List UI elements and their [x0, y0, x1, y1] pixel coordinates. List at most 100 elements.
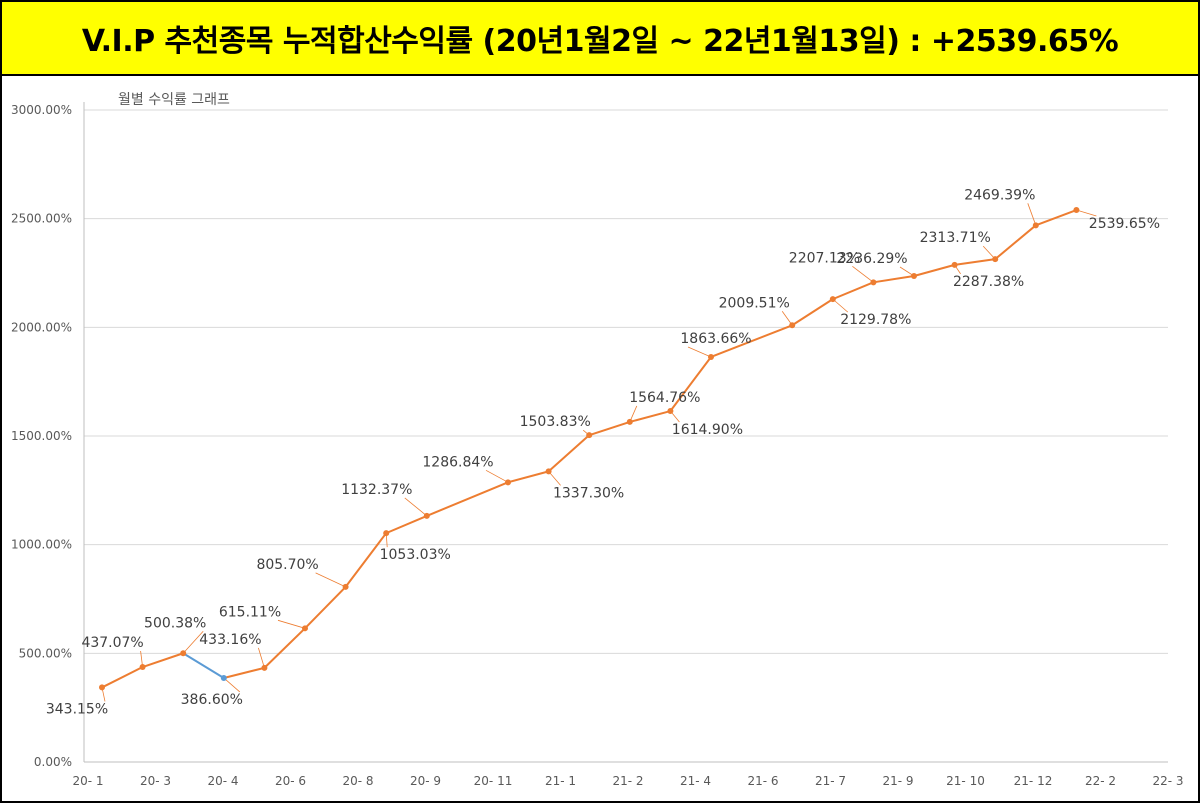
- data-point: [626, 418, 633, 425]
- series-segment: [304, 585, 347, 630]
- x-tick-label: 20- 9: [410, 774, 441, 788]
- data-point: [1032, 222, 1039, 229]
- label-leader: [223, 677, 241, 693]
- series-segment: [994, 224, 1037, 261]
- data-point: [951, 261, 958, 268]
- series-segment: [141, 652, 185, 669]
- data-label: 1614.90%: [672, 422, 743, 438]
- series-segment: [953, 258, 997, 266]
- data-point: [505, 479, 511, 486]
- series-segment: [831, 281, 875, 301]
- data-point: [423, 512, 430, 519]
- y-tick-label: 1000.00%: [11, 538, 72, 552]
- data-label: 1564.76%: [629, 390, 700, 406]
- series-segment: [222, 666, 266, 679]
- data-point: [708, 353, 714, 360]
- data-point: [1073, 207, 1080, 214]
- y-tick-label: 3000.00%: [11, 103, 72, 117]
- data-point: [667, 408, 674, 415]
- series-segment: [913, 263, 956, 277]
- data-label: 1863.66%: [680, 331, 751, 347]
- data-label: 1337.30%: [553, 485, 624, 501]
- series-segment: [507, 470, 550, 484]
- label-leader: [548, 471, 561, 486]
- data-point: [383, 530, 390, 537]
- x-tick-label: 21- 7: [815, 774, 846, 788]
- data-point: [139, 664, 146, 671]
- x-tick-label: 21- 9: [882, 774, 913, 788]
- data-label: 615.11%: [219, 604, 281, 620]
- series-segment: [791, 298, 834, 327]
- data-point: [870, 279, 877, 286]
- y-tick-label: 500.00%: [19, 646, 72, 660]
- series-segment: [669, 355, 712, 413]
- label-leader: [485, 469, 509, 483]
- data-label: 2313.71%: [920, 230, 991, 246]
- label-leader: [687, 346, 712, 358]
- x-tick-label: 20- 4: [207, 774, 238, 788]
- x-tick-label: 21- 4: [680, 774, 711, 788]
- data-label: 1503.83%: [520, 414, 591, 430]
- series-segment: [101, 666, 144, 689]
- label-leader: [404, 497, 428, 517]
- series-segment: [547, 434, 591, 473]
- series-segment: [872, 274, 915, 284]
- data-label: 805.70%: [256, 557, 318, 573]
- banner-title: V.I.P 추천종목 누적합산수익률 (20년1월2일 ~ 22년1월13일) …: [81, 24, 1119, 59]
- data-point: [180, 650, 187, 657]
- series-segment: [182, 652, 225, 679]
- data-point: [789, 322, 796, 329]
- data-point: [829, 296, 836, 303]
- data-point: [302, 625, 308, 632]
- series-segment: [1034, 209, 1078, 227]
- x-tick-label: 22- 3: [1152, 774, 1183, 788]
- data-point: [220, 674, 227, 681]
- data-label: 500.38%: [144, 615, 206, 631]
- x-tick-label: 21- 6: [747, 774, 778, 788]
- data-point: [545, 468, 552, 475]
- data-label: 2287.38%: [953, 274, 1024, 290]
- line-chart: 월별 수익률 그래프 0.00% 500.00% 1000.00% 1500.00% 20…: [11, 92, 1184, 788]
- title-banner: V.I.P 추천종목 누적합산수익률 (20년1월2일 ~ 22년1월13일) …: [2, 2, 1198, 76]
- series-segment: [344, 532, 388, 588]
- x-tick-label: 20- 11: [474, 774, 513, 788]
- data-label: 1132.37%: [341, 482, 412, 498]
- x-tick-label: 22- 2: [1085, 774, 1116, 788]
- series-segment: [263, 627, 306, 669]
- series-segment: [588, 420, 631, 437]
- label-leader: [1076, 209, 1097, 217]
- y-tick-label: 1500.00%: [11, 429, 72, 443]
- data-label: 2236.29%: [836, 251, 907, 267]
- data-label: 2539.65%: [1089, 216, 1160, 232]
- data-label: 386.60%: [181, 692, 243, 708]
- data-point: [99, 684, 105, 691]
- data-point: [911, 272, 917, 279]
- label-leader: [258, 647, 265, 668]
- x-tick-label: 21- 2: [612, 774, 643, 788]
- data-point: [586, 432, 593, 439]
- label-leader: [832, 298, 849, 313]
- y-tick-label: 2500.00%: [11, 212, 72, 226]
- series-segment: [628, 410, 672, 423]
- data-label: 2009.51%: [719, 295, 790, 311]
- label-leader: [182, 630, 204, 654]
- x-tick-label: 20- 8: [342, 774, 373, 788]
- series-segment: [385, 514, 428, 535]
- label-leader: [315, 572, 346, 588]
- y-tick-label: 0.00%: [34, 755, 72, 769]
- x-tick-label: 20- 6: [275, 774, 306, 788]
- label-leader: [277, 619, 306, 629]
- series-segment: [425, 481, 509, 517]
- series-segment: [710, 324, 794, 358]
- x-tick-label: 20- 1: [72, 774, 103, 788]
- label-leader: [852, 265, 874, 283]
- label-leader: [1027, 203, 1037, 226]
- data-label: 2469.39%: [964, 187, 1035, 203]
- data-label: 343.15%: [46, 701, 108, 717]
- chart-title: 월별 수익률 그래프: [118, 92, 230, 108]
- x-tick-label: 21- 10: [946, 774, 985, 788]
- data-label: 1053.03%: [380, 547, 451, 563]
- x-tick-label: 21- 12: [1014, 774, 1053, 788]
- data-label: 2207.13%: [789, 250, 860, 266]
